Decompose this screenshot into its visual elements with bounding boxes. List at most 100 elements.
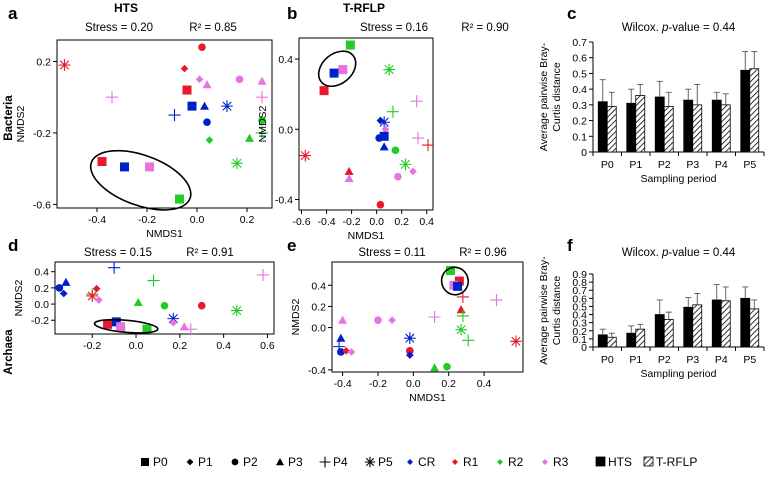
error-bar — [722, 286, 729, 301]
point-r3-square — [145, 162, 154, 172]
row-label-bacteria: Bacteria — [3, 95, 15, 141]
point-r3-diamond — [388, 316, 396, 324]
y-tick-label: 0.3 — [572, 318, 587, 330]
point-r2-square — [345, 40, 355, 50]
point-r2-star — [230, 304, 243, 317]
y-tick-label: 0.9 — [572, 269, 587, 281]
point-r2-square — [175, 194, 184, 204]
bar-hts-p5 — [740, 69, 751, 153]
point-r3-diamond — [169, 318, 178, 327]
panel-a: a Stress = 0.20 R² = 0.85 -0.4 -0.2 0.0 0.2 -0.… — [8, 4, 273, 240]
point-r2-plus — [456, 309, 469, 323]
point-r2-triangle — [245, 133, 254, 142]
legend: P0 P1 P2 P3 P4 P5 CR R1 R2 R3 HTS T-RFLP — [141, 455, 697, 469]
error-bar — [637, 83, 644, 96]
point-r2-circle — [443, 362, 451, 371]
cluster-ellipse — [440, 266, 470, 296]
legend-label: HTS — [608, 455, 632, 469]
error-bar — [656, 80, 663, 97]
point-cr-circle — [337, 348, 345, 356]
wilcox-annotation: Wilcox. p-value = 0.44 — [622, 247, 736, 259]
point-cr-circle — [203, 118, 211, 127]
x-tick-label: P5 — [743, 354, 756, 366]
x-tick-label: P1 — [629, 354, 642, 366]
point-r2-plus — [462, 334, 475, 347]
point-cr-triangle — [200, 101, 209, 110]
legend-item-p0: P0 — [141, 455, 168, 469]
y-tick-label: -0.2 — [31, 315, 49, 327]
y-tick-label: 0.1 — [572, 131, 587, 143]
point-r2-star — [399, 158, 412, 171]
point-r2-star — [383, 63, 396, 76]
y-tick-label: 0.1 — [572, 334, 587, 346]
error-bar — [742, 50, 749, 71]
legend-r1-swatch-icon — [452, 459, 458, 465]
x-tick-label: -0.4 — [88, 214, 106, 226]
r2-label: R² = 0.85 — [189, 22, 237, 34]
y-tick-label: 0 — [581, 342, 587, 354]
y-tick-label: 0.2 — [34, 283, 49, 295]
y-tick-label: 0.4 — [572, 84, 587, 96]
row-label-archaea: Archaea — [3, 329, 15, 375]
x-tick-label: P5 — [743, 159, 756, 171]
stress-label: Stress = 0.16 — [360, 22, 428, 34]
legend-label: P2 — [243, 455, 258, 469]
bar-hts-p0 — [597, 101, 608, 153]
y-tick-label: -0.6 — [33, 199, 51, 211]
legend-item-p5: P5 — [364, 455, 393, 469]
point-r3-triangle — [179, 322, 189, 331]
point-r1-circle — [198, 43, 206, 51]
legend-label: P3 — [288, 455, 303, 469]
y-tick-label: 0.4 — [34, 267, 49, 279]
panel-label-d: d — [8, 236, 18, 255]
point-r3-plus — [428, 310, 441, 324]
bar-hts-p5 — [740, 297, 751, 348]
x-tick-label: -0.2 — [369, 378, 387, 390]
error-bar — [694, 293, 701, 305]
point-r1-star — [299, 149, 312, 162]
panel-label-a: a — [8, 4, 18, 23]
point-cr-triangle — [379, 142, 389, 151]
point-r3-circle — [374, 316, 382, 324]
x-tick-label: 0.6 — [260, 340, 275, 352]
point-r3-plus — [411, 131, 425, 145]
point-r2-circle — [391, 146, 400, 155]
point-r3-plus — [184, 323, 197, 336]
legend-star-icon — [364, 456, 376, 468]
error-bar — [599, 79, 606, 102]
y-tick-label: -0.4 — [308, 365, 326, 377]
r2-label: R² = 0.91 — [186, 247, 234, 259]
y-tick-label: 0.6 — [572, 53, 587, 65]
x-tick-label: P0 — [601, 354, 614, 366]
y-tick-label: 0 — [581, 147, 587, 159]
y-tick-label: 0.5 — [572, 68, 587, 80]
point-cr-diamond — [405, 351, 414, 359]
error-bar — [751, 299, 758, 309]
x-tick-label: 0.2 — [441, 378, 456, 390]
y-tick-label: 0.0 — [34, 299, 49, 311]
point-cr-triangle — [61, 277, 71, 286]
plot-frame — [54, 261, 275, 335]
y-tick-label: 0.2 — [572, 116, 587, 128]
x-tick-label: 0.0 — [369, 216, 384, 228]
legend-label: P0 — [153, 455, 168, 469]
legend-item-cr: CR — [407, 455, 436, 469]
plot-frame — [298, 37, 434, 211]
y-axis-label: Average pairwise Bray-Curtis distance — [538, 256, 563, 365]
y-tick-label: 0.2 — [36, 56, 51, 68]
panel-e: e Stress = 0.11 R² = 0.96 -0.4 -0.2 0.0 0.2 0.4… — [287, 236, 524, 404]
error-bar — [665, 91, 672, 107]
legend-r2-swatch-icon — [497, 459, 503, 465]
bar-hts-p4 — [711, 99, 722, 153]
point-r1-triangle — [344, 166, 354, 175]
legend-square-icon — [141, 458, 149, 466]
panel-b: b Stress = 0.16 R² = 0.90 -0.6 -0.4 -0.2 0.0 0.… — [257, 4, 509, 242]
legend-plus-icon — [319, 456, 331, 468]
column-title-trflp: T-RFLP — [343, 1, 385, 15]
point-r2-star — [455, 323, 467, 336]
point-r1-plus — [421, 138, 435, 152]
bar-trflp-p3 — [692, 104, 703, 153]
x-tick-label: -0.2 — [138, 214, 156, 226]
legend-item-r1: R1 — [452, 455, 479, 469]
point-r3-circle — [235, 75, 244, 84]
